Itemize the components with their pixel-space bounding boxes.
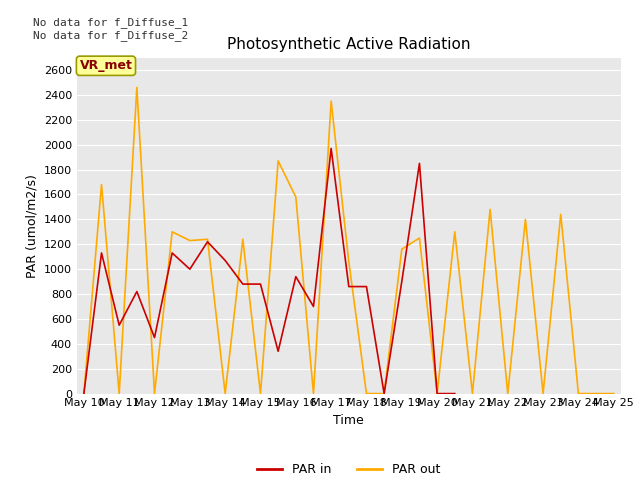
PAR out	[380, 391, 388, 396]
PAR in	[168, 250, 176, 256]
PAR out	[292, 194, 300, 200]
PAR in	[204, 239, 211, 245]
PAR in	[433, 391, 441, 396]
PAR out	[150, 391, 158, 396]
PAR in	[80, 391, 88, 396]
PAR out	[327, 98, 335, 104]
PAR out	[415, 235, 423, 241]
Y-axis label: PAR (umol/m2/s): PAR (umol/m2/s)	[25, 174, 38, 277]
PAR in	[115, 322, 123, 328]
PAR out	[592, 391, 600, 396]
PAR in	[415, 160, 423, 166]
PAR out	[204, 237, 211, 242]
X-axis label: Time: Time	[333, 414, 364, 427]
PAR in	[257, 281, 264, 287]
PAR out	[468, 391, 476, 396]
PAR out	[486, 206, 494, 212]
PAR in	[133, 288, 141, 294]
PAR out	[504, 391, 511, 396]
PAR in	[275, 348, 282, 354]
PAR out	[221, 391, 229, 396]
PAR in	[310, 304, 317, 310]
PAR out	[275, 158, 282, 164]
PAR in	[398, 279, 406, 285]
PAR out	[257, 391, 264, 396]
PAR out	[363, 391, 371, 396]
Text: No data for f_Diffuse_1
No data for f_Diffuse_2: No data for f_Diffuse_1 No data for f_Di…	[33, 17, 189, 41]
PAR out	[168, 229, 176, 235]
PAR out	[451, 229, 459, 235]
PAR in	[186, 266, 194, 272]
PAR in	[345, 284, 353, 289]
PAR out	[345, 259, 353, 264]
PAR out	[522, 216, 529, 222]
PAR in	[98, 250, 106, 256]
PAR in	[363, 284, 371, 289]
PAR in	[327, 145, 335, 151]
PAR in	[221, 258, 229, 264]
PAR out	[133, 84, 141, 90]
PAR out	[557, 212, 564, 217]
PAR in	[451, 391, 459, 396]
Legend: PAR in, PAR out: PAR in, PAR out	[252, 458, 445, 480]
Text: VR_met: VR_met	[79, 60, 132, 72]
Line: PAR in: PAR in	[84, 148, 455, 394]
PAR out	[610, 391, 618, 396]
PAR out	[186, 238, 194, 243]
PAR in	[239, 281, 246, 287]
PAR out	[239, 237, 246, 242]
PAR in	[292, 274, 300, 279]
PAR out	[115, 391, 123, 396]
PAR out	[433, 391, 441, 396]
PAR out	[98, 181, 106, 187]
PAR out	[575, 391, 582, 396]
PAR out	[310, 391, 317, 396]
PAR out	[398, 246, 406, 252]
PAR in	[150, 335, 158, 340]
Title: Photosynthetic Active Radiation: Photosynthetic Active Radiation	[227, 37, 470, 52]
PAR out	[80, 391, 88, 396]
Line: PAR out: PAR out	[84, 87, 614, 394]
PAR out	[540, 391, 547, 396]
PAR in	[380, 391, 388, 396]
